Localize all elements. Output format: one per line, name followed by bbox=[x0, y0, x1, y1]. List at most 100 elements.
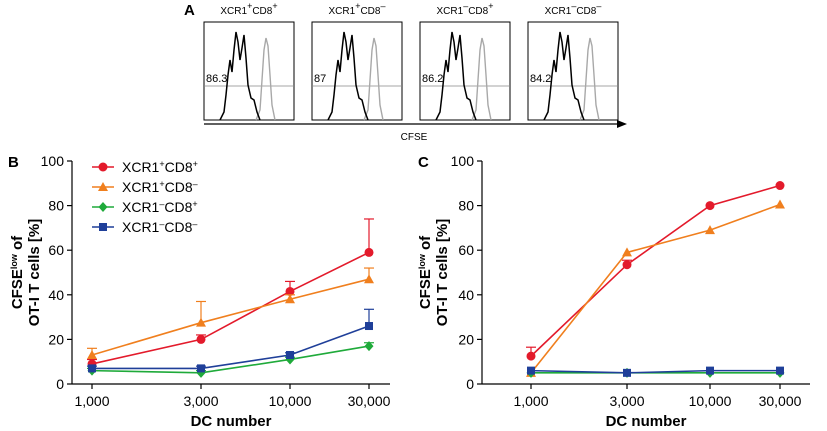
series-line bbox=[92, 325, 370, 370]
series-2 bbox=[526, 199, 785, 377]
legend-item: XCR1–CD8+ bbox=[92, 199, 198, 215]
legend: XCR1+CD8+ XCR1+CD8– XCR1–CD8+ XCR1–CD8– bbox=[92, 159, 198, 235]
sample-histogram-line bbox=[327, 31, 369, 121]
series-line bbox=[530, 203, 781, 374]
data-point bbox=[775, 199, 785, 209]
y-tick-label: 20 bbox=[458, 331, 474, 347]
x-tick-label: 30,000 bbox=[348, 393, 391, 409]
data-point bbox=[364, 247, 374, 257]
data-point bbox=[623, 368, 631, 377]
data-point bbox=[705, 225, 715, 235]
data-point bbox=[196, 334, 206, 344]
y-tick-label: 80 bbox=[458, 198, 474, 214]
x-tick-label: 10,000 bbox=[689, 393, 732, 409]
y-tick-label: 100 bbox=[451, 153, 475, 169]
legend-label: XCR1–CD8+ bbox=[122, 199, 198, 215]
data-point bbox=[364, 341, 374, 352]
data-point bbox=[285, 294, 295, 304]
legend-marker bbox=[99, 223, 107, 231]
legend-marker bbox=[98, 162, 108, 172]
data-point bbox=[365, 322, 373, 331]
x-tick-label: 10,000 bbox=[269, 393, 312, 409]
y-tick-label: 100 bbox=[41, 153, 65, 169]
histogram-2: XCR1+CD8– 87 bbox=[311, 1, 403, 121]
data-point bbox=[705, 201, 715, 211]
gate-percent: 84.2 bbox=[530, 73, 551, 85]
y-tick-label: 80 bbox=[48, 198, 64, 214]
data-point bbox=[775, 181, 785, 191]
panel-c-letter: C bbox=[418, 154, 429, 171]
histogram-frame bbox=[311, 21, 403, 121]
legend-item: XCR1+CD8– bbox=[92, 179, 198, 195]
series-1 bbox=[526, 181, 785, 361]
series-3 bbox=[87, 341, 374, 378]
sample-histogram-line bbox=[219, 31, 261, 121]
x-tick-label: 3,000 bbox=[183, 393, 218, 409]
series-4 bbox=[527, 366, 784, 377]
histogram-title: XCR1+CD8– bbox=[329, 1, 386, 17]
histogram-title: XCR1+CD8+ bbox=[220, 1, 277, 17]
x-axis-label: DC number bbox=[606, 413, 687, 430]
series-line bbox=[91, 278, 370, 356]
sample-histogram-line bbox=[435, 31, 477, 121]
series-2 bbox=[87, 267, 374, 360]
histogram-frame bbox=[527, 21, 619, 121]
panel-a-letter: A bbox=[184, 2, 195, 19]
x-tick-label: 1,000 bbox=[74, 393, 109, 409]
cfse-axis bbox=[204, 120, 627, 128]
reference-histogram-line bbox=[579, 37, 600, 121]
data-point bbox=[285, 286, 295, 296]
data-point bbox=[527, 366, 535, 375]
data-point bbox=[196, 317, 206, 327]
gate-percent: 86.3 bbox=[206, 73, 227, 85]
data-point bbox=[197, 364, 205, 373]
x-axis-label: DC number bbox=[191, 413, 272, 430]
x-tick-label: 3,000 bbox=[609, 393, 644, 409]
y-tick-label: 60 bbox=[458, 242, 474, 258]
y-tick-label: 0 bbox=[466, 376, 474, 392]
legend-label: XCR1+CD8– bbox=[122, 179, 198, 195]
cfse-axis-label: CFSE bbox=[401, 132, 428, 143]
data-point bbox=[622, 247, 632, 257]
x-tick-label: 1,000 bbox=[513, 393, 548, 409]
series-4 bbox=[87, 308, 374, 373]
y-axis-label: CFSElow of OT-I T cells [%] bbox=[417, 219, 451, 327]
data-point bbox=[364, 274, 374, 284]
y-tick-label: 0 bbox=[56, 376, 64, 392]
reference-histogram-line bbox=[363, 37, 384, 121]
series-line bbox=[91, 345, 370, 374]
data-point bbox=[286, 351, 294, 360]
series-line bbox=[530, 369, 780, 374]
legend-marker bbox=[98, 182, 108, 191]
histogram-3: XCR1–CD8+ 86.2 bbox=[419, 1, 511, 121]
series-1 bbox=[87, 218, 374, 369]
data-point bbox=[706, 366, 714, 375]
y-tick-label: 40 bbox=[458, 287, 474, 303]
reference-histogram-line bbox=[471, 37, 492, 121]
histogram-title: XCR1–CD8– bbox=[545, 1, 602, 17]
y-axis-label: CFSElow of OT-I T cells [%] bbox=[9, 219, 43, 327]
y-axis-label-line1: CFSElow of bbox=[417, 235, 434, 309]
panel-b-chart: 0 20 40 60 80 100 1,000 3,000 10,000 30,000 DC num… bbox=[9, 153, 391, 430]
histogram-frame bbox=[419, 21, 511, 121]
legend-label: XCR1–CD8– bbox=[122, 219, 197, 235]
data-point bbox=[526, 351, 536, 361]
gate-percent: 87 bbox=[314, 73, 326, 85]
panel-a-histograms: XCR1+CD8+86.3XCR1+CD8–87XCR1–CD8+86.2XCR… bbox=[203, 1, 619, 121]
legend-item: XCR1–CD8– bbox=[92, 219, 197, 235]
y-axis-label-line2: OT-I T cells [%] bbox=[434, 219, 451, 327]
panel-c-chart: 0 20 40 60 80 100 1,000 3,000 10,000 30,000 DC num… bbox=[417, 153, 810, 430]
y-axis-label-line2: OT-I T cells [%] bbox=[26, 219, 43, 327]
histogram-4: XCR1–CD8– 84.2 bbox=[527, 1, 619, 121]
legend-item: XCR1+CD8+ bbox=[92, 159, 198, 175]
histogram-1: XCR1+CD8+ 86.3 bbox=[203, 1, 295, 121]
gate-percent: 86.2 bbox=[422, 73, 443, 85]
series-line bbox=[530, 184, 781, 357]
data-point bbox=[622, 260, 632, 270]
data-point bbox=[88, 364, 96, 373]
panel-b-letter: B bbox=[8, 154, 19, 171]
x-tick-label: 30,000 bbox=[759, 393, 802, 409]
y-tick-label: 40 bbox=[48, 287, 64, 303]
histogram-frame bbox=[203, 21, 295, 121]
